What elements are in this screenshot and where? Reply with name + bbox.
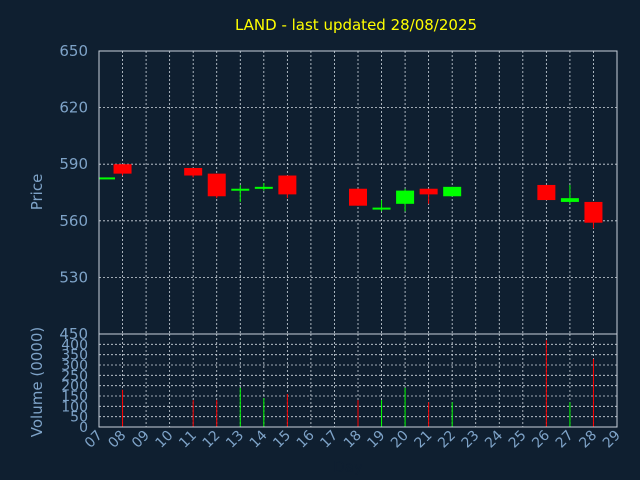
candle-body bbox=[207, 173, 226, 197]
x-tick-label: 09 bbox=[129, 428, 153, 452]
volume-tick-label: 300 bbox=[61, 358, 88, 374]
candles bbox=[99, 164, 603, 229]
x-tick-label: 22 bbox=[435, 428, 459, 452]
candle-body bbox=[99, 177, 115, 180]
candle-body bbox=[372, 207, 391, 210]
volume-tick-label: 350 bbox=[61, 348, 88, 364]
x-tick-label: 17 bbox=[317, 428, 341, 452]
x-tick-label: 21 bbox=[412, 428, 436, 452]
candle-body bbox=[349, 188, 367, 206]
x-tick-label: 14 bbox=[247, 427, 271, 451]
candle-body bbox=[113, 164, 132, 174]
chart-title: LAND - last updated 28/08/2025 bbox=[235, 16, 477, 34]
volume-bars bbox=[122, 340, 594, 427]
candle-body bbox=[537, 184, 556, 201]
candle-body bbox=[231, 188, 250, 191]
volume-tick-label: 250 bbox=[61, 368, 88, 384]
price-tick-label: 620 bbox=[59, 99, 88, 117]
volume-tick-label: 400 bbox=[61, 337, 88, 353]
x-tick-label: 18 bbox=[341, 428, 365, 452]
candle-body bbox=[584, 201, 603, 223]
x-tick-label: 25 bbox=[506, 428, 530, 452]
x-tick-label: 28 bbox=[576, 428, 600, 452]
x-tick-label: 24 bbox=[482, 427, 506, 451]
price-tick-label: 560 bbox=[59, 212, 88, 230]
x-tick-label: 12 bbox=[200, 428, 224, 452]
volume-plot-frame bbox=[98, 333, 618, 428]
price-axis-label: Price bbox=[28, 174, 46, 211]
candle-body bbox=[396, 190, 415, 204]
x-tick-label: 15 bbox=[270, 428, 294, 452]
x-axis-label: Day bbox=[333, 458, 363, 476]
candle-body bbox=[254, 186, 273, 189]
candle-body bbox=[419, 188, 438, 195]
candle-body bbox=[560, 198, 579, 202]
x-tick-label: 16 bbox=[294, 427, 318, 451]
x-tick-label: 20 bbox=[388, 428, 412, 452]
price-tick-label: 450 bbox=[59, 325, 88, 343]
volume-tick-label: 50 bbox=[70, 410, 88, 426]
x-tick-label: 29 bbox=[600, 428, 624, 452]
price-tick-label: 650 bbox=[59, 42, 88, 60]
volume-tick-label: 150 bbox=[61, 389, 88, 405]
x-tick-label: 27 bbox=[553, 428, 577, 452]
x-tick-label: 10 bbox=[153, 428, 177, 452]
tick-labels: 07 08 09 10 11 12 13 14 15 16 17 18 19 20 21 22 23 24 25 26… bbox=[59, 42, 623, 451]
x-tick-label: 08 bbox=[105, 428, 129, 452]
candle-body bbox=[184, 167, 203, 176]
x-tick-label: 23 bbox=[459, 428, 483, 452]
price-tick-label: 590 bbox=[59, 155, 88, 173]
volume-tick-label: 200 bbox=[61, 379, 88, 395]
x-tick-label: 26 bbox=[529, 427, 553, 451]
plot-frames bbox=[98, 50, 618, 428]
price-tick-label: 530 bbox=[59, 268, 88, 286]
candle-body bbox=[278, 175, 297, 195]
candle-body bbox=[443, 186, 462, 197]
x-tick-label: 19 bbox=[364, 428, 388, 452]
volume-tick-label: 100 bbox=[61, 399, 88, 415]
volume-tick-label: 0 bbox=[79, 420, 88, 436]
volume-axis-label: Volume (0000) bbox=[28, 327, 46, 437]
x-tick-label: 13 bbox=[223, 428, 247, 452]
x-tick-label: 11 bbox=[176, 428, 200, 452]
